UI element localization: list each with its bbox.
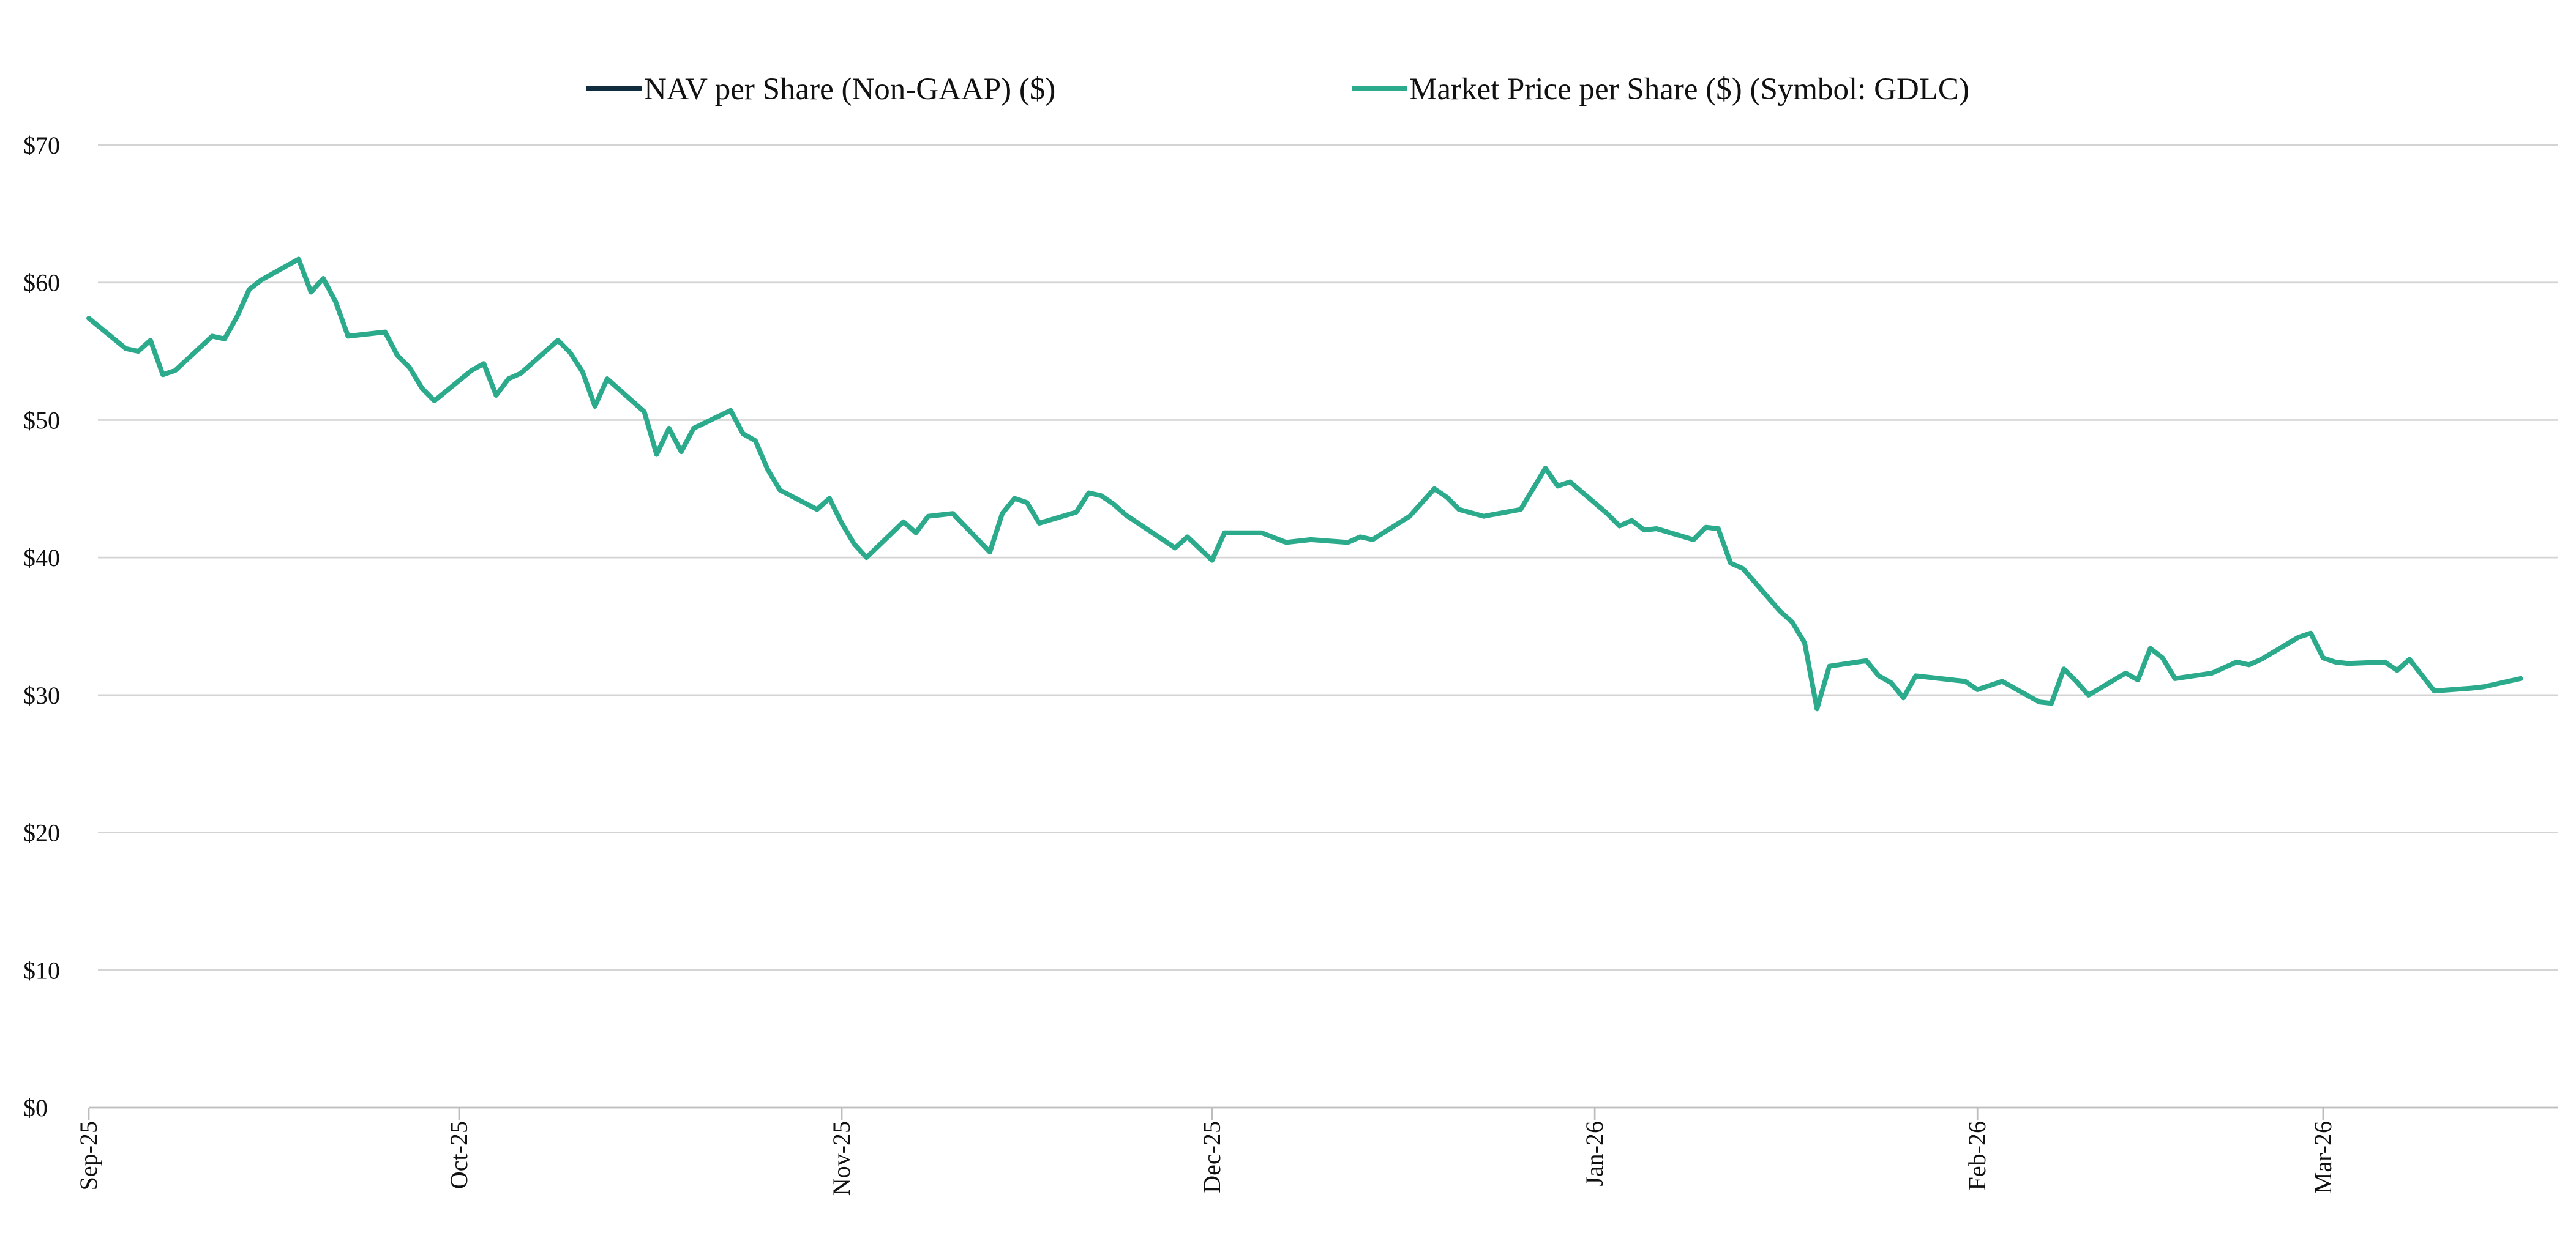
legend: NAV per Share (Non-GAAP) ($) Market Pric…: [586, 72, 1969, 106]
y-tick-label: $70: [23, 132, 60, 159]
x-tick-label: Dec-25: [1198, 1121, 1226, 1193]
y-tick-label: $50: [23, 406, 60, 434]
y-tick-label: $0: [23, 1094, 48, 1122]
y-axis: $0 $10 $20 $30 $40 $50 $60 $70: [23, 132, 60, 1122]
x-tick-label: Mar-26: [2309, 1121, 2337, 1194]
gridlines: [98, 144, 2558, 971]
x-axis: Sep-25 Oct-25 Nov-25 Dec-25 Jan-26 Feb-26 Mar-…: [75, 1106, 2558, 1196]
y-tick-label: $40: [23, 544, 60, 572]
legend-item-market-price[interactable]: Market Price per Share ($) (Symbol: GDLC…: [1352, 72, 1969, 106]
legend-label-nav: NAV per Share (Non-GAAP) ($): [644, 72, 1055, 106]
x-tick-label: Jan-26: [1581, 1121, 1608, 1187]
x-tick-label: Oct-25: [445, 1121, 473, 1189]
series-line-1: [86, 256, 2523, 712]
y-tick-label: $30: [23, 682, 60, 709]
legend-item-nav[interactable]: NAV per Share (Non-GAAP) ($): [586, 72, 1055, 106]
y-tick-label: $60: [23, 269, 60, 297]
legend-label-market-price: Market Price per Share ($) (Symbol: GDLC…: [1409, 72, 1969, 106]
x-tick-label: Sep-25: [75, 1121, 102, 1190]
y-tick-label: $20: [23, 819, 60, 847]
y-tick-label: $10: [23, 956, 60, 984]
x-tick-label: Nov-25: [828, 1121, 855, 1196]
x-tick-label: Feb-26: [1963, 1121, 1991, 1190]
series-lines: [86, 256, 2523, 712]
